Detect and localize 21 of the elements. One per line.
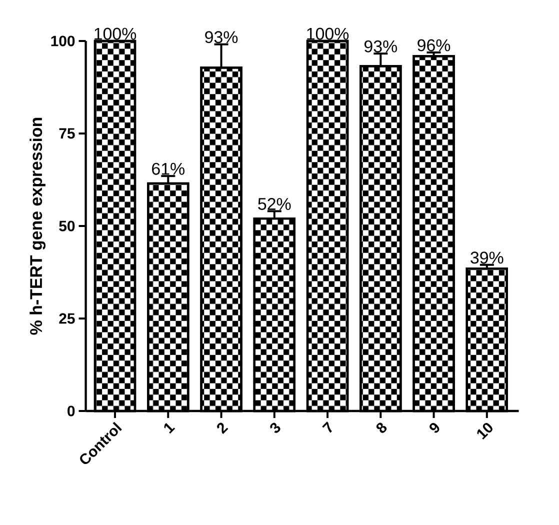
y-axis-title: % h-TERT gene expression (30, 118, 46, 335)
data-label: 39% (470, 252, 504, 264)
x-tick-label: 2 (217, 422, 228, 434)
data-label: 100% (94, 28, 136, 40)
x-tick-label: 9 (430, 422, 440, 433)
x-tick-label: 7 (322, 422, 332, 433)
x-tick-label: 1 (164, 423, 176, 434)
data-label: 93% (364, 40, 397, 52)
y-tick-label: 25 (59, 313, 75, 324)
x-tick-label: 8 (376, 422, 387, 433)
data-label: 52% (258, 198, 291, 210)
y-tick-label: 50 (59, 220, 75, 232)
data-label: 100% (307, 28, 349, 40)
y-tick-label: 75 (59, 128, 75, 139)
y-tick-label: 100 (51, 36, 75, 46)
y-tick-label: 0 (68, 406, 75, 416)
data-label: 93% (205, 31, 238, 44)
data-label: 96% (418, 39, 450, 52)
x-tick-label: 3 (270, 422, 280, 433)
data-label: 61% (152, 162, 184, 175)
x-tick-label: 10 (477, 422, 492, 440)
